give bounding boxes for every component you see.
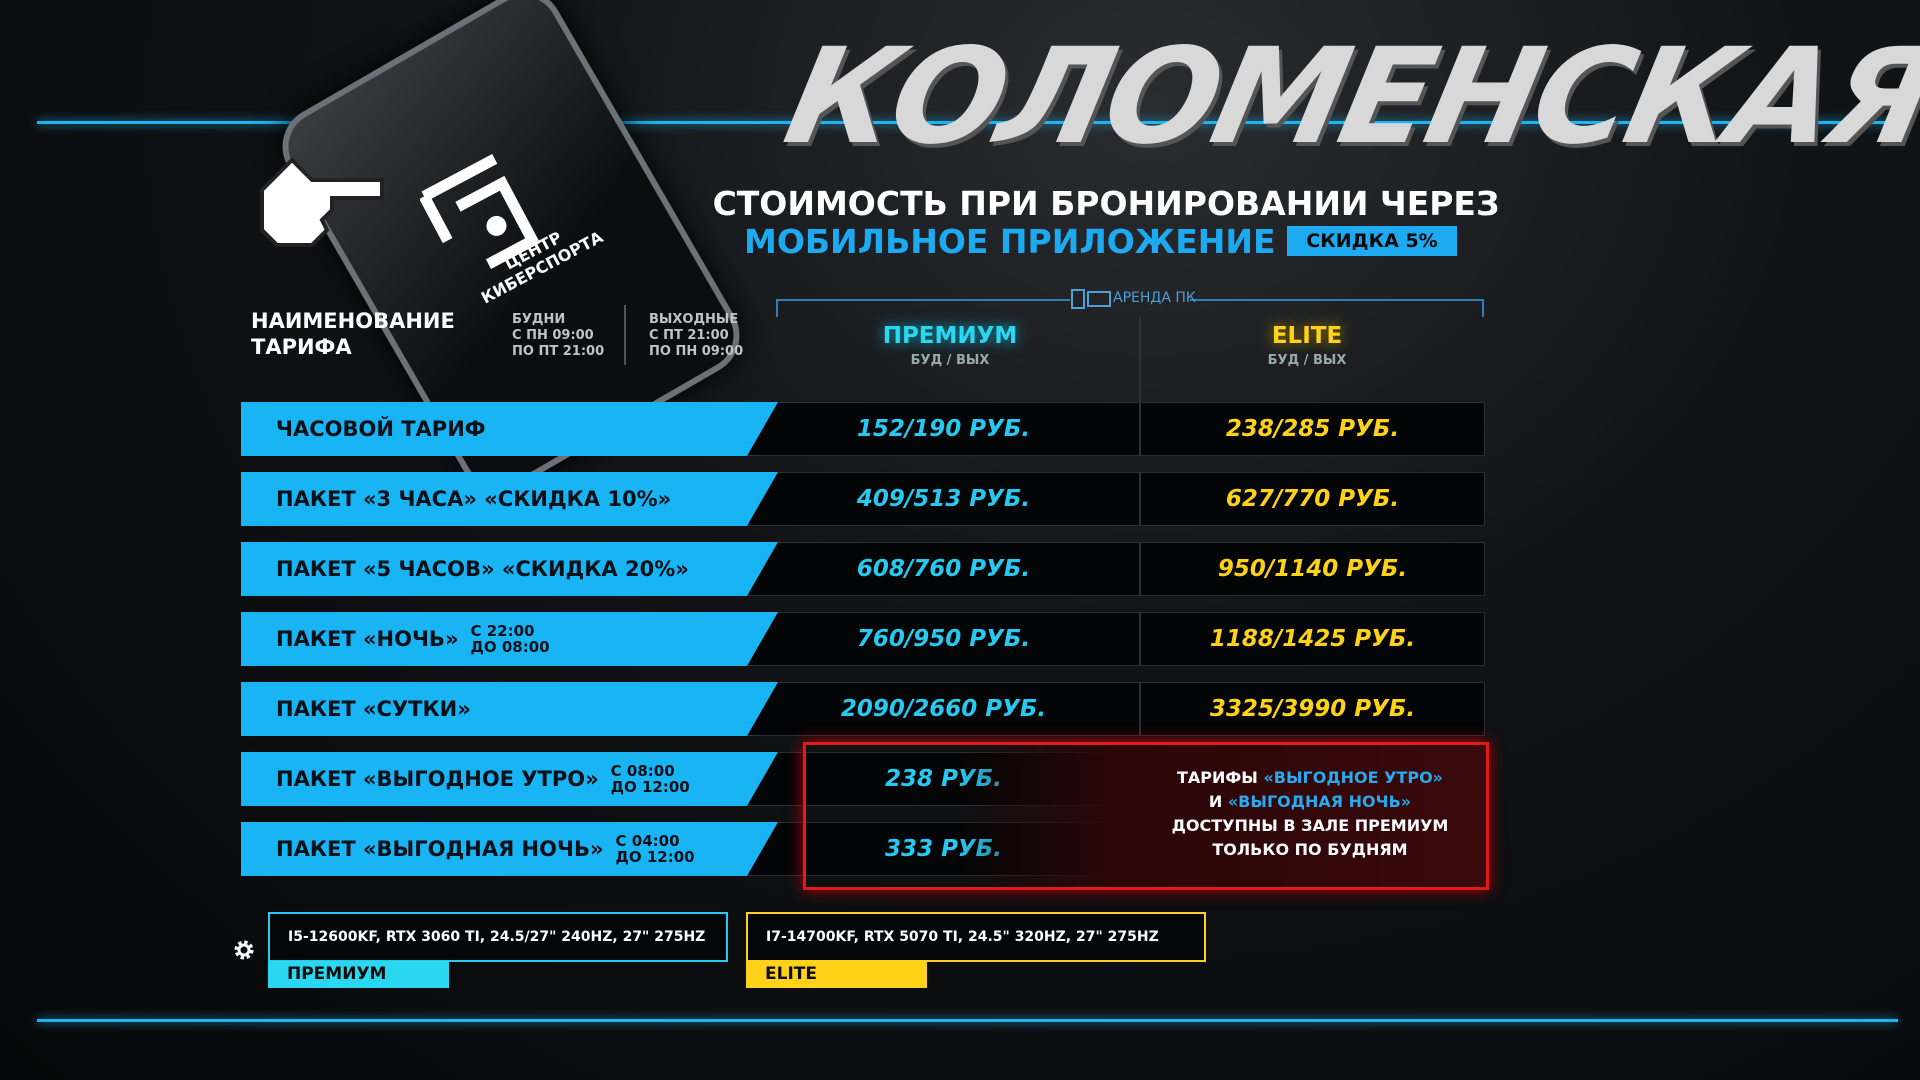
title-highlight: МОБИЛЬНОЕ ПРИЛОЖЕНИЕ <box>744 222 1276 261</box>
weekdays: БУДНИ С ПН 09:00 ПО ПТ 21:00 <box>512 312 604 360</box>
row-time-line: ДО 12:00 <box>615 848 695 866</box>
note-box <box>803 742 1489 890</box>
row-name-box: ПАКЕТ «3 ЧАСА» «СКИДКА 10%» <box>241 472 778 526</box>
row-time: С 22:00 ДО 08:00 <box>471 623 550 655</box>
row-name-box: ЧАСОВОЙ ТАРИФ <box>241 402 778 456</box>
elite-price: 3325/3990 РУБ. <box>1140 682 1485 736</box>
note-line: ТОЛЬКО ПО БУДНЯМ <box>1212 840 1408 859</box>
row-name-box: ПАКЕТ «ВЫГОДНОЕ УТРО» С 08:00 ДО 12:00 <box>241 752 778 806</box>
row-name-text: ПАКЕТ «3 ЧАСА» «СКИДКА 10%» <box>276 487 672 511</box>
row-name-text: ПАКЕТ «5 ЧАСОВ» «СКИДКА 20%» <box>276 557 689 581</box>
row-name-text: ПАКЕТ «ВЫГОДНОЕ УТРО» <box>276 767 599 791</box>
row-name: ПАКЕТ «ВЫГОДНАЯ НОЧЬ» С 04:00 ДО 12:00 <box>276 822 695 876</box>
weekend: ВЫХОДНЫЕ С ПТ 21:00 ПО ПН 09:00 <box>649 312 743 360</box>
note: ТАРИФЫ «ВЫГОДНОЕ УТРО» И «ВЫГОДНАЯ НОЧЬ»… <box>1140 766 1480 862</box>
spec-label: ПРЕМИУМ <box>268 961 449 988</box>
row-name: ПАКЕТ «5 ЧАСОВ» «СКИДКА 20%» <box>276 542 689 596</box>
top-line <box>37 121 1898 124</box>
brand: КОЛОМЕНСКАЯ <box>773 20 1920 174</box>
premium-price: 2090/2660 РУБ. <box>747 682 1140 736</box>
row-time: С 08:00 ДО 12:00 <box>611 763 690 795</box>
group-label: АРЕНДА ПК <box>1113 290 1196 306</box>
note-highlight: «ВЫГОДНАЯ НОЧЬ» <box>1227 792 1412 811</box>
row-name: ЧАСОВОЙ ТАРИФ <box>276 402 486 456</box>
column-name: ПРЕМИУМ <box>882 323 1018 349</box>
row-time-line: С 08:00 <box>610 762 675 780</box>
weekend-line: ВЫХОДНЫЕ <box>649 312 739 327</box>
name-header: НАИМЕНОВАНИЕ ТАРИФА <box>251 308 455 360</box>
note-line: ДОСТУПНЫ В ЗАЛЕ ПРЕМИУМ <box>1171 816 1449 835</box>
title: СТОИМОСТЬ ПРИ БРОНИРОВАНИИ ЧЕРЕЗ <box>712 184 1500 223</box>
row-time-line: ДО 08:00 <box>470 638 550 656</box>
row-name: ПАКЕТ «НОЧЬ» С 22:00 ДО 08:00 <box>276 612 550 666</box>
elite-price: 627/770 РУБ. <box>1140 472 1485 526</box>
elite-price: 950/1140 РУБ. <box>1140 542 1485 596</box>
row-name-box: ПАКЕТ «НОЧЬ» С 22:00 ДО 08:00 <box>241 612 778 666</box>
note-line: И «ВЫГОДНАЯ НОЧЬ» <box>1140 790 1480 814</box>
hand-cursor <box>260 157 384 247</box>
row-name-text: ПАКЕТ «СУТКИ» <box>276 697 471 721</box>
row-name: ПАКЕТ «3 ЧАСА» «СКИДКА 10%» <box>276 472 671 526</box>
row-time-line: С 04:00 <box>615 832 680 850</box>
column-sub: БУД / ВЫХ <box>1267 353 1347 368</box>
elite-price: 1188/1425 РУБ. <box>1140 612 1485 666</box>
premium-price: 760/950 РУБ. <box>747 612 1140 666</box>
spec-label: ELITE <box>746 961 927 988</box>
weekdays-line: ПО ПТ 21:00 <box>512 344 605 359</box>
discount-badge: СКИДКА 5% <box>1287 226 1457 256</box>
premium-price: 608/760 РУБ. <box>747 542 1140 596</box>
spec-box: I5-12600KF, RTX 3060 TI, 24.5/27" 240HZ,… <box>268 912 728 962</box>
bottom-line <box>37 1019 1898 1022</box>
header-line: НАИМЕНОВАНИЕ <box>251 309 455 333</box>
note-highlight: «ВЫГОДНОЕ УТРО» <box>1263 768 1443 787</box>
premium-price: 409/513 РУБ. <box>747 472 1140 526</box>
row-time: С 04:00 ДО 12:00 <box>616 833 695 865</box>
elite-price: 238/285 РУБ. <box>1140 402 1485 456</box>
column-sub: БУД / ВЫХ <box>910 353 990 368</box>
row-name-box: ПАКЕТ «5 ЧАСОВ» «СКИДКА 20%» <box>241 542 778 596</box>
weekend-line: ПО ПН 09:00 <box>649 344 744 359</box>
header-line: ТАРИФА <box>251 335 352 359</box>
spec-box: I7-14700KF, RTX 5070 TI, 24.5" 320HZ, 27… <box>746 912 1206 962</box>
divider <box>624 305 626 365</box>
row-name-text: ЧАСОВОЙ ТАРИФ <box>276 417 486 441</box>
logo-mark <box>420 153 541 269</box>
row-name: ПАКЕТ «ВЫГОДНОЕ УТРО» С 08:00 ДО 12:00 <box>276 752 690 806</box>
note-line: ТАРИФЫ «ВЫГОДНОЕ УТРО» <box>1140 766 1480 790</box>
row-time-line: С 22:00 <box>470 622 535 640</box>
row-name-box: ПАКЕТ «СУТКИ» <box>241 682 778 736</box>
note-text: ТАРИФЫ <box>1177 768 1258 787</box>
row-name-box: ПАКЕТ «ВЫГОДНАЯ НОЧЬ» С 04:00 ДО 12:00 <box>241 822 778 876</box>
column-name: ELITE <box>1271 323 1343 349</box>
row-name: ПАКЕТ «СУТКИ» <box>276 682 471 736</box>
group-bracket <box>776 289 1484 405</box>
weekdays-line: БУДНИ <box>512 312 566 327</box>
row-name-text: ПАКЕТ «НОЧЬ» <box>276 627 459 651</box>
weekdays-line: С ПН 09:00 <box>512 328 594 343</box>
note-text: И <box>1208 792 1223 811</box>
gear-icon <box>234 940 254 960</box>
premium-price: 152/190 РУБ. <box>747 402 1140 456</box>
row-name-text: ПАКЕТ «ВЫГОДНАЯ НОЧЬ» <box>276 837 604 861</box>
row-time-line: ДО 12:00 <box>610 778 690 796</box>
weekend-line: С ПТ 21:00 <box>649 328 729 343</box>
